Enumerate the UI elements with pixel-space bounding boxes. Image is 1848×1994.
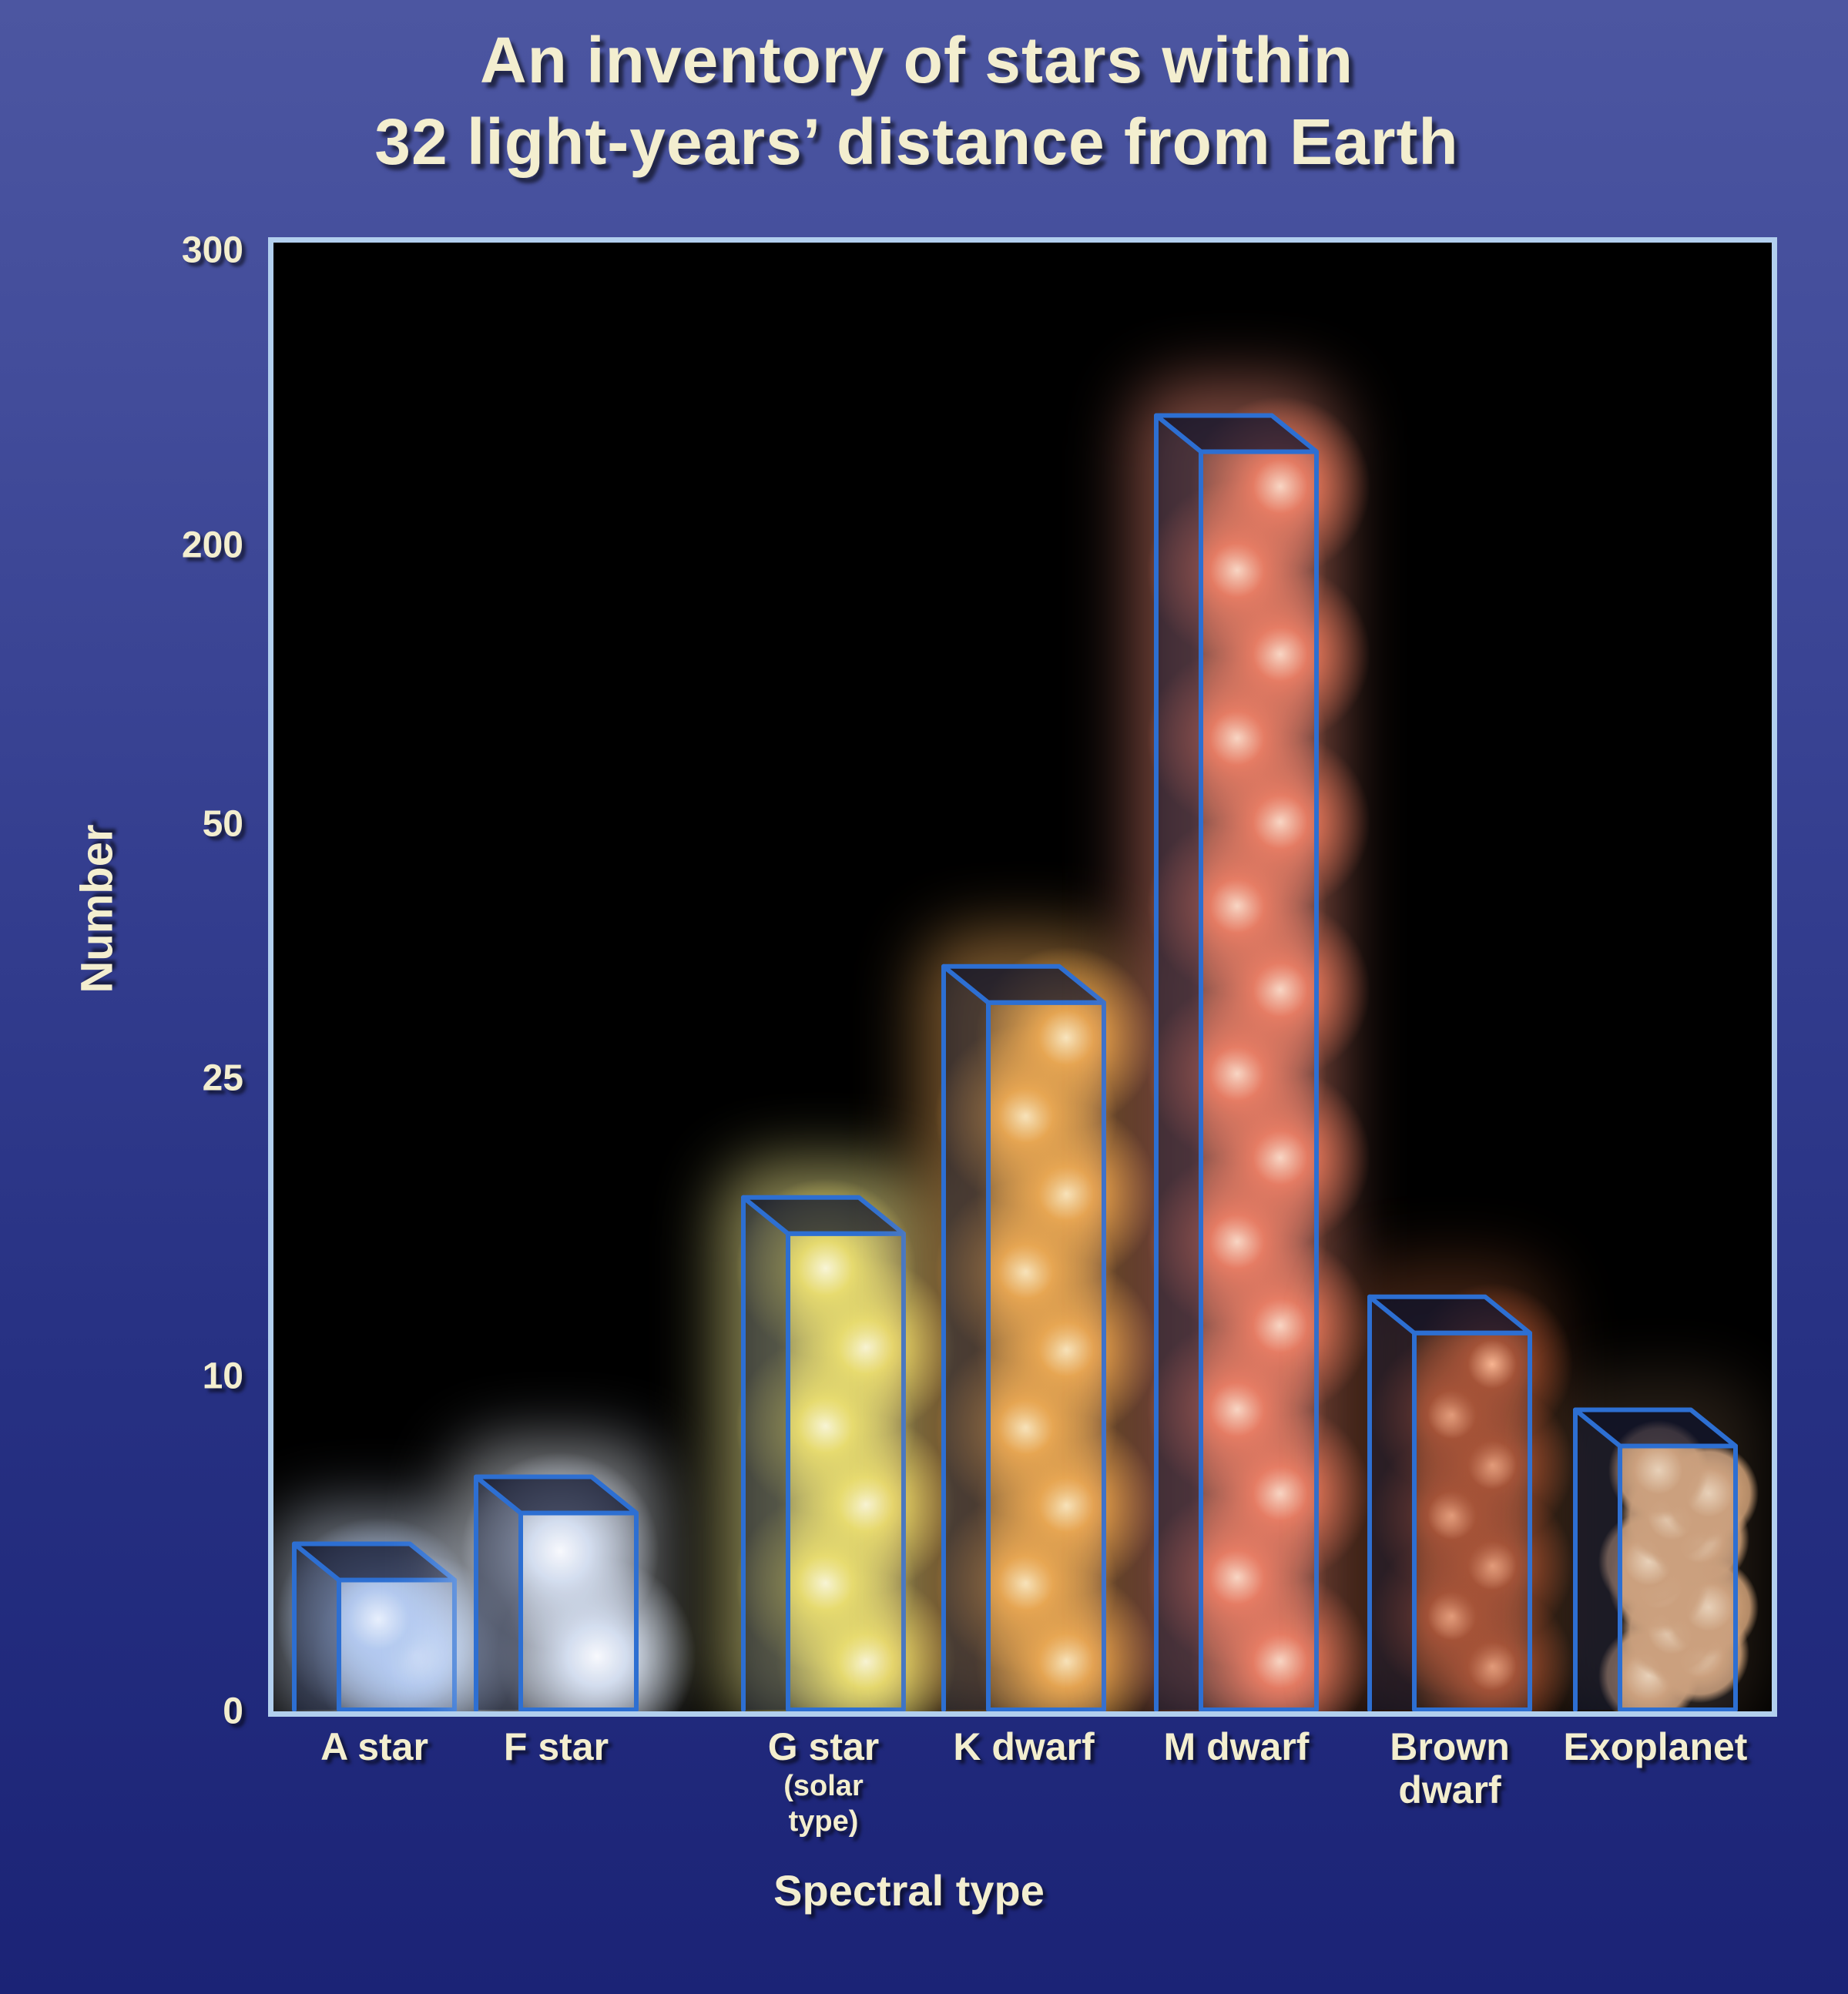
bar-top-face [1370,1296,1530,1333]
bar-left-face [1575,1409,1620,1710]
bar-exoplanet [1552,1375,1759,1711]
x-tick-label-a-star: A star [236,1725,513,1768]
bar-front-edges [1618,1443,1738,1711]
x-tick-label-exoplanet: Exoplanet [1517,1725,1794,1768]
x-tick-label-k-dwarf: K dwarf [885,1725,1162,1768]
bar-front-edges [1199,449,1319,1711]
chart-title-line1: An inventory of stars within [479,24,1354,96]
bar-brown-dwarf [1347,1262,1574,1711]
bar-front-face [1201,451,1316,1710]
bar-front-edges [986,1000,1106,1711]
plot-area [268,237,1777,1717]
bar-k-dwarf [921,931,1158,1711]
bar-top-face [294,1543,454,1580]
bar-front-face [988,1002,1104,1710]
bar-left-face [1156,415,1201,1710]
bar-top-face [476,1476,636,1513]
bars-canvas [273,380,1759,1711]
y-tick-300: 300 [181,230,243,271]
x-tick-text: Exoplanet [1563,1725,1748,1768]
bar-front-face [339,1580,454,1710]
bar-left-face [294,1543,339,1710]
bar-left-face [1370,1296,1414,1710]
x-tick-text: K dwarf [953,1725,1095,1768]
y-tick-0: 0 [223,1691,243,1732]
x-tick-text: Brown [1390,1725,1510,1768]
x-axis-title: Spectral type [773,1866,1045,1915]
y-tick-25: 25 [202,1057,243,1099]
x-tick-text: M dwarf [1163,1725,1310,1768]
x-tick-label-f-star: F star [418,1725,695,1768]
x-tick-label-g-star: G star (solar type) [685,1725,962,1840]
x-tick-label-m-dwarf: M dwarf [1098,1725,1375,1768]
bar-front-face [1620,1446,1736,1710]
x-tick-label-brown-dwarf: Brown dwarf [1311,1725,1588,1811]
x-tick-text: F star [503,1725,609,1768]
bar-front-edges [786,1231,906,1711]
bar-left-face [743,1197,788,1710]
chart-title-line2: 32 light-years’ distance from Earth [374,105,1459,178]
bar-front-face [1414,1332,1530,1710]
chart-title: An inventory of stars within 32 light-ye… [0,20,1833,183]
y-tick-10: 10 [202,1356,243,1397]
bar-left-face [476,1476,521,1710]
bar-front-edges [518,1510,639,1711]
bar-top-face [944,966,1104,1003]
bar-front-face [521,1513,636,1710]
x-tick-subtext: (solar [783,1770,864,1802]
y-tick-200: 200 [181,524,243,566]
bar-front-face [788,1233,904,1710]
y-tick-50: 50 [202,803,243,845]
bar-top-face [743,1197,904,1234]
bar-top-face [1156,415,1316,452]
x-tick-text: A star [320,1725,428,1768]
x-tick-subtext: type) [788,1805,859,1838]
x-tick-text: G star [767,1725,880,1768]
bar-f-star [453,1442,696,1711]
bar-m-dwarf [1133,380,1370,1711]
bar-top-face [1575,1409,1736,1446]
bar-front-edges [1412,1330,1532,1711]
bar-g-star [720,1162,956,1711]
x-tick-text-line2: dwarf [1398,1768,1501,1811]
bar-left-face [944,966,988,1710]
y-axis-title: Number [72,824,122,994]
